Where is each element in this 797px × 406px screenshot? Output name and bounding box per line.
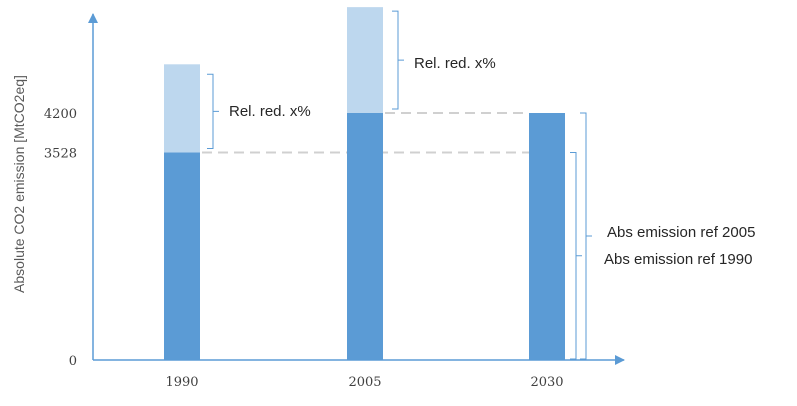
bar-reduction-1990 <box>164 64 200 153</box>
tick-labels: 0 3528 4200 1990 2005 2030 <box>44 107 564 390</box>
x-tick-2030: 2030 <box>530 375 563 390</box>
x-tick-1990: 1990 <box>165 375 198 390</box>
y-axis-label: Absolute CO2 emission [MtCO2eq] <box>11 75 27 293</box>
bar-base-1990 <box>164 152 200 360</box>
brackets <box>207 10 592 360</box>
bar-base-2030 <box>529 113 565 360</box>
bars <box>164 7 565 360</box>
y-tick-4200: 4200 <box>44 107 77 122</box>
bracket-abs-2005 <box>580 112 592 360</box>
annotation-1: Rel. red. x% <box>229 103 311 120</box>
y-tick-0: 0 <box>69 354 77 369</box>
bracket-rel-1990 <box>207 73 219 150</box>
axes <box>88 13 625 365</box>
bar-base-2005 <box>347 113 383 360</box>
x-tick-2005: 2005 <box>348 375 381 390</box>
bracket-abs-1990 <box>570 152 582 360</box>
annotations: Rel. red. x% Rel. red. x% Abs emission ref… <box>229 55 755 268</box>
annotation-4: Abs emission ref 1990 <box>604 251 752 268</box>
bar-reduction-2005 <box>347 7 383 113</box>
annotation-3: Abs emission ref 2005 <box>607 224 755 241</box>
annotation-2: Rel. red. x% <box>414 55 496 72</box>
y-tick-3528: 3528 <box>44 147 77 162</box>
bracket-rel-2005 <box>392 10 404 110</box>
